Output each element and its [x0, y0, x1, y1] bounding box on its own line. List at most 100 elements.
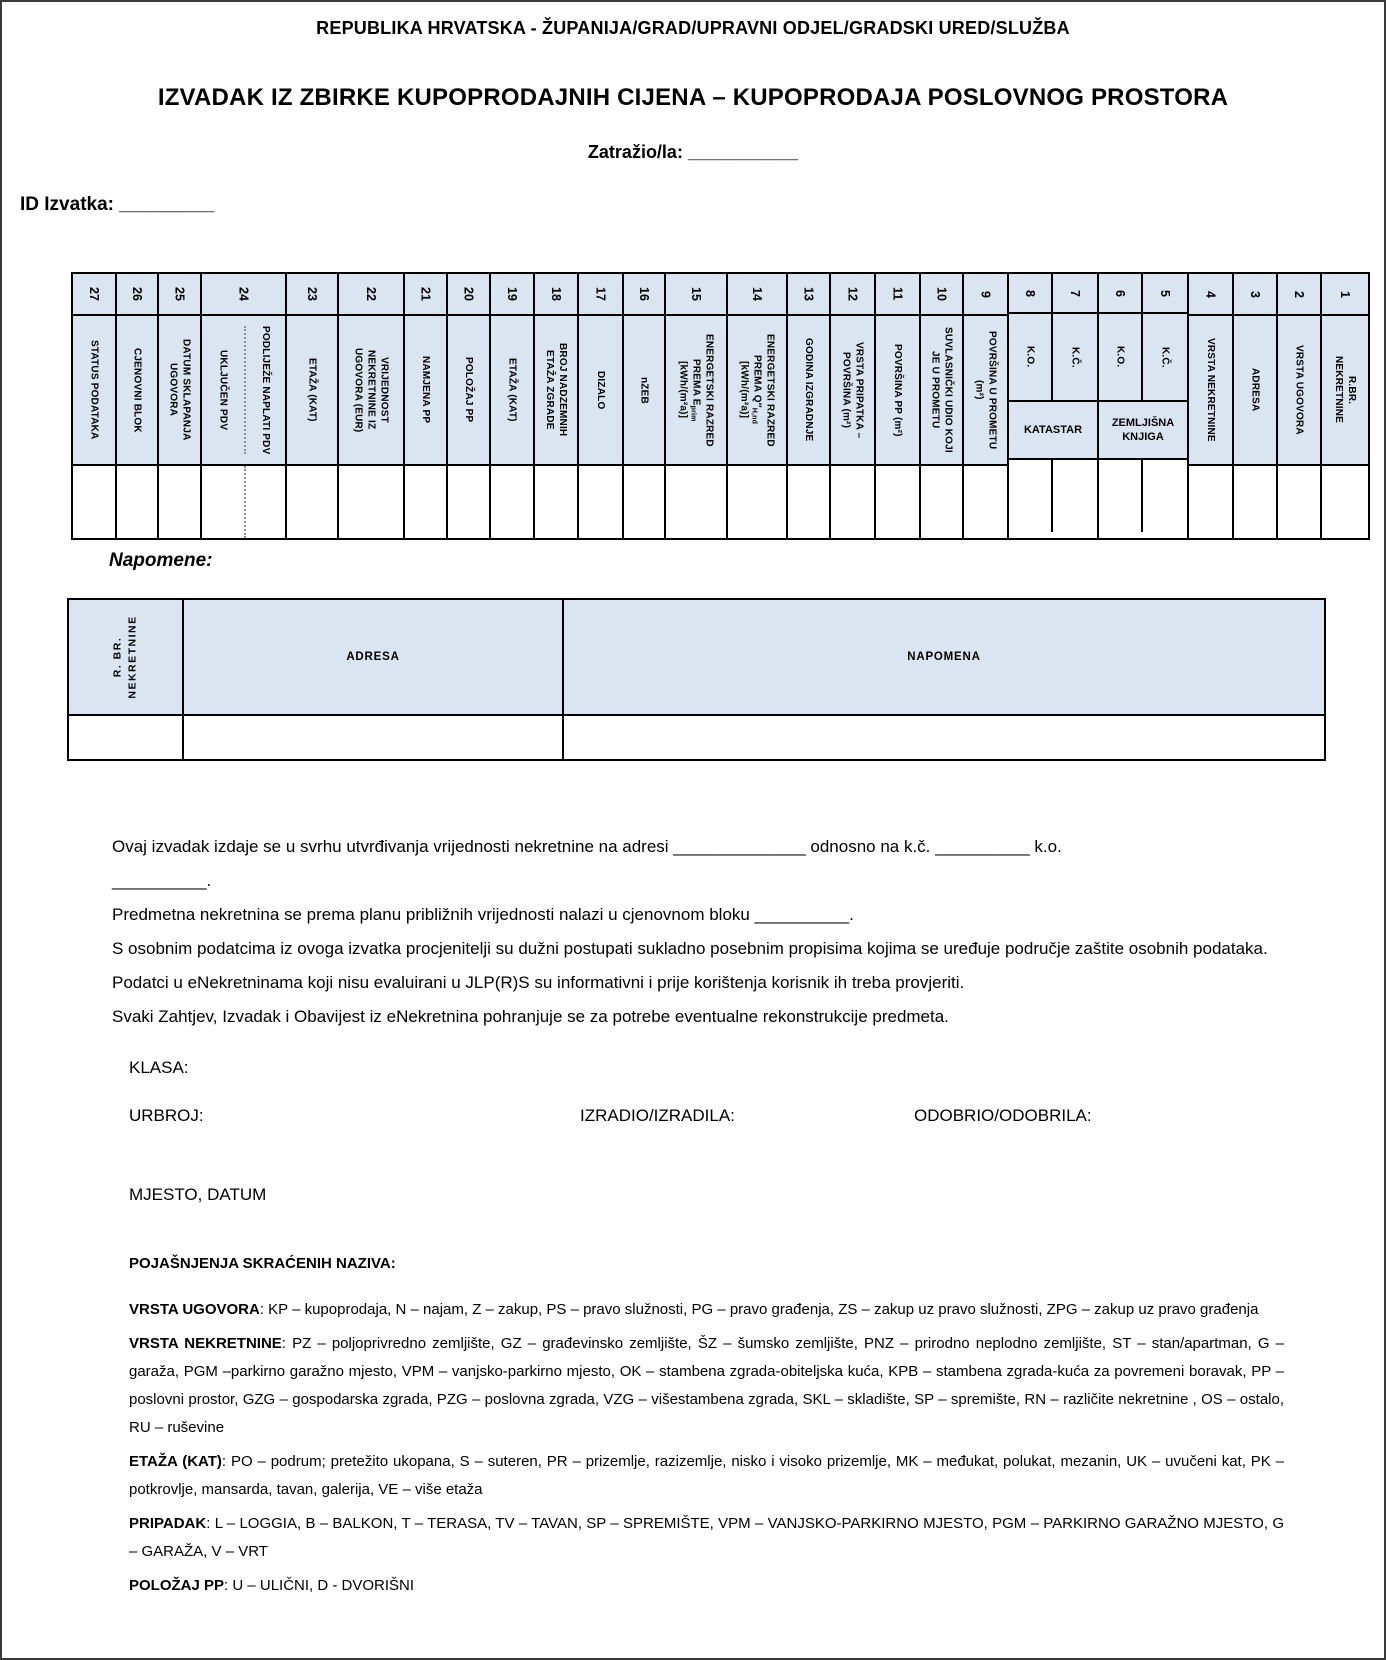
paragraph-purpose: Ovaj izvadak izdaje se u svrhu utvrđivan… — [112, 837, 1062, 890]
column-header: ENERGETSKI RAZRED PREMA Eprim [kWh/(m²a)… — [666, 316, 726, 466]
paragraph-price-block: Predmetna nekretnina se prema planu prib… — [112, 905, 854, 924]
column-number: 9 — [964, 274, 1007, 316]
empty-data-cell — [491, 466, 533, 538]
column-number: 4 — [1189, 274, 1232, 316]
main-table: 27 STATUS PODATAKA 26 CJENOVNI BLOK 25 D… — [71, 272, 1370, 540]
column-header: ENERGETSKI RAZRED PREMA Q″H,nd [kWh/(m²a… — [728, 316, 786, 466]
paragraph-jlprs-disclaimer: Podatci u eNekretninama koji nisu evalui… — [112, 973, 965, 992]
column-header: STATUS PODATAKA — [73, 316, 115, 466]
column-25-datum-sklapanja: 25 DATUM SKLAPANJA UGOVORA — [159, 274, 202, 538]
column-header: ADRESA — [1234, 316, 1276, 466]
column-header: NAMJENA PP — [405, 316, 446, 466]
column-number: 23 — [287, 274, 337, 316]
column-header: CJENOVNI BLOK — [117, 316, 157, 466]
column-26-cjenovni-blok: 26 CJENOVNI BLOK — [117, 274, 159, 538]
abbreviations-list: VRSTA UGOVORA: KP – kupoprodaja, N – naj… — [129, 1296, 1284, 1606]
column-number: 16 — [624, 274, 664, 316]
empty-data-cell — [564, 716, 1324, 759]
abbr-vrsta-nekretnine: VRSTA NEKRETNINE: PZ – poljoprivredno ze… — [129, 1335, 1284, 1436]
column-header: DATUM SKLAPANJA UGOVORA — [159, 316, 200, 466]
column-numbers: 6 5 — [1099, 274, 1187, 314]
empty-data-cell — [624, 466, 664, 538]
column-header: VRSTA NEKRETNINE — [1189, 316, 1232, 466]
empty-data-cell — [579, 466, 622, 538]
page-title: IZVADAK IZ ZBIRKE KUPOPRODAJNIH CIJENA –… — [157, 84, 1229, 111]
column-number: 22 — [339, 274, 403, 316]
notes-col-adresa: ADRESA — [184, 600, 564, 716]
notes-table-header: R. BR. NEKRETNINE ADRESA NAPOMENA — [69, 600, 1324, 716]
column-19-etaza-kat: 19 ETAŽA (KAT) — [491, 274, 535, 538]
abbreviations-heading: POJAŠNJENJA SKRAĆENIH NAZIVA: — [129, 1255, 396, 1272]
column-20-polozaj-pp: 20 POLOŽAJ PP — [448, 274, 491, 538]
empty-data-cell — [876, 466, 919, 538]
column-15-energetski-razred-eprim: 15 ENERGETSKI RAZRED PREMA Eprim [kWh/(m… — [666, 274, 728, 538]
column-6-ko: K.O. — [1099, 314, 1143, 400]
column-header: DIZALO — [579, 316, 622, 466]
empty-data-cell — [202, 466, 285, 538]
column-number: 19 — [491, 274, 533, 316]
empty-data-cells — [1009, 460, 1097, 532]
column-17-dizalo: 17 DIZALO — [579, 274, 624, 538]
urbroj-label: URBROJ: — [129, 1106, 204, 1125]
column-13-godina-izgradnje: 13 GODINA IZGRADNJE — [788, 274, 831, 538]
column-23-etaza-kat: 23 ETAŽA (KAT) — [287, 274, 339, 538]
empty-data-cell — [287, 466, 337, 538]
column-5-kc: K.Č. — [1159, 346, 1171, 368]
column-16-nzeb: 16 nZEB — [624, 274, 666, 538]
column-header: BROJ NADZEMNIH ETAŽA ZGRADE — [535, 316, 577, 466]
napomene-label: Napomene: — [109, 550, 213, 571]
column-number: 27 — [73, 274, 115, 316]
requested-by-label: Zatražio/la: ___________ — [587, 142, 799, 162]
paragraph-archiving: Svaki Zahtjev, Izvadak i Obavijest iz eN… — [112, 1007, 949, 1026]
column-header: GODINA IZGRADNJE — [788, 316, 829, 466]
column-18-broj-nadzemnih-etaza: 18 BROJ NADZEMNIH ETAŽA ZGRADE — [535, 274, 579, 538]
notes-col-napomena: NAPOMENA — [564, 600, 1324, 716]
column-header: ETAŽA (KAT) — [287, 316, 337, 466]
column-group-zemljisna-knjiga: 6 5 K.O. K.Č. ZEMLJIŠNA KNJIGA — [1099, 274, 1189, 538]
column-4-vrsta-nekretnine: 4 VRSTA NEKRETNINE — [1189, 274, 1234, 538]
column-12-vrsta-pripatka: 12 VRSTA PRIPATKA – POVRŠINA (m²) — [831, 274, 876, 538]
column-21-namjena-pp: 21 NAMJENA PP — [405, 274, 448, 538]
column-number: 11 — [876, 274, 919, 316]
empty-data-cell — [666, 466, 726, 538]
group-label-katastar: KATASTAR — [1009, 402, 1097, 460]
column-header: VRSTA UGOVORA — [1278, 316, 1320, 466]
column-headers: K.O. K.Č. — [1009, 314, 1097, 402]
column-number: 12 — [831, 274, 874, 316]
column-header: ETAŽA (KAT) — [491, 316, 533, 466]
empty-data-cell — [728, 466, 786, 538]
abbr-pripadak: PRIPADAK: L – LOGGIA, B – BALKON, T – TE… — [129, 1515, 1284, 1560]
notes-col-rbr-nekretnine: R. BR. NEKRETNINE — [69, 600, 184, 716]
column-header: VRSTA PRIPATKA – POVRŠINA (m²) — [831, 316, 874, 466]
column-header: POVRŠINA PP (m²) — [876, 316, 919, 466]
empty-data-cell — [1189, 466, 1232, 538]
notes-table: R. BR. NEKRETNINE ADRESA NAPOMENA — [67, 598, 1326, 761]
column-number: 2 — [1278, 274, 1320, 316]
subcolumn-ukljucen-pdv: UKLJUČEN PDV — [217, 349, 229, 431]
abbr-vrsta-ugovora: VRSTA UGOVORA: KP – kupoprodaja, N – naj… — [129, 1301, 1259, 1318]
subcolumn-podlijeze-naplati-pdv: PODLIJEŽE NAPLATI PDV — [243, 325, 286, 455]
column-header-split: UKLJUČEN PDV PODLIJEŽE NAPLATI PDV — [202, 316, 285, 466]
column-header: POLOŽAJ PP — [448, 316, 489, 466]
paragraph-personal-data: S osobnim podatcima iz ovoga izvatka pro… — [112, 939, 1268, 958]
empty-data-cell — [339, 466, 403, 538]
group-label-zemljisna-knjiga: ZEMLJIŠNA KNJIGA — [1099, 402, 1187, 460]
empty-data-cell — [117, 466, 157, 538]
column-number: 14 — [728, 274, 786, 316]
extract-id-label: ID Izvatka: _________ — [20, 194, 215, 215]
column-10-suvlasnicki-udio: 10 SUVLASNIČKI UDIO KOJI JE U PROMETU — [921, 274, 964, 538]
column-22-vrijednost-nekretnine: 22 VRIJEDNOST NEKRETNINE IZ UGOVORA (EUR) — [339, 274, 405, 538]
empty-data-cell — [535, 466, 577, 538]
column-7-kc: K.Č. — [1069, 346, 1081, 368]
column-number: 10 — [921, 274, 962, 316]
empty-data-cell — [184, 716, 564, 759]
empty-data-cell — [788, 466, 829, 538]
column-24-pdv: 24 UKLJUČEN PDV PODLIJEŽE NAPLATI PDV — [202, 274, 287, 538]
empty-data-cell — [69, 716, 184, 759]
empty-data-cell — [1278, 466, 1320, 538]
empty-data-cell — [1234, 466, 1276, 538]
org-header-line: REPUBLIKA HRVATSKA - ŽUPANIJA/GRAD/UPRAV… — [316, 18, 1070, 38]
empty-data-cell — [921, 466, 962, 538]
odobrio-label: ODOBRIO/ODOBRILA: — [914, 1106, 1092, 1125]
